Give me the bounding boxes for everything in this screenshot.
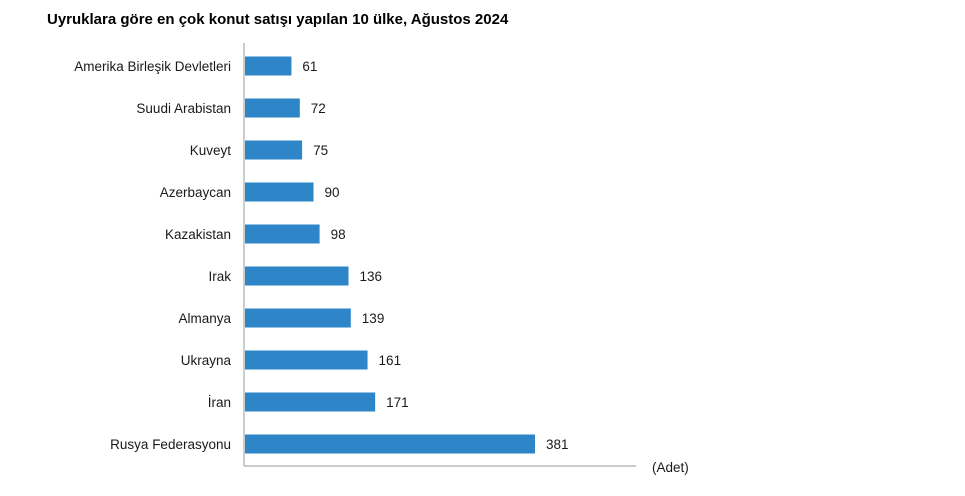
category-label: Kuveyt (190, 143, 232, 158)
bar (245, 182, 314, 202)
chart-title: Uyruklara göre en çok konut satışı yapıl… (47, 11, 509, 28)
data-label: 61 (302, 59, 317, 74)
category-label: Rusya Federasyonu (110, 437, 231, 452)
bar (245, 266, 349, 286)
category-label: Amerika Birleşik Devletleri (74, 59, 231, 74)
category-label: Irak (208, 269, 231, 284)
data-label: 136 (360, 269, 383, 284)
bar (245, 308, 351, 328)
data-label: 72 (311, 101, 326, 116)
bar (245, 98, 300, 118)
category-label: Kazakistan (165, 227, 231, 242)
bar (245, 224, 320, 244)
data-label: 98 (331, 227, 346, 242)
x-axis-unit-label: (Adet) (652, 460, 689, 475)
data-label: 139 (362, 311, 385, 326)
category-label: Almanya (178, 311, 231, 326)
bar (245, 56, 292, 76)
category-label: Azerbaycan (160, 185, 231, 200)
category-label: Ukrayna (181, 353, 232, 368)
bar (245, 140, 303, 160)
data-label: 171 (386, 395, 409, 410)
category-label: İran (208, 395, 231, 410)
category-label: Suudi Arabistan (136, 101, 231, 116)
bar (245, 350, 368, 370)
data-label: 381 (546, 437, 569, 452)
bar (245, 434, 536, 454)
bar (245, 392, 376, 412)
data-label: 161 (379, 353, 402, 368)
data-label: 75 (313, 143, 328, 158)
data-label: 90 (325, 185, 340, 200)
bars-layer: Amerika Birleşik Devletleri 61 Suudi Arabi… (74, 56, 569, 454)
